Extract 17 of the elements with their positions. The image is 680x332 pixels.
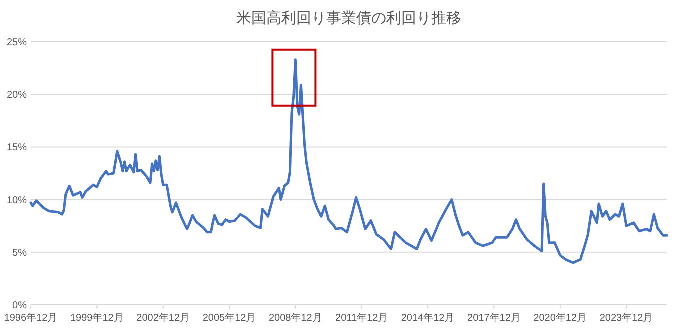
chart-title: 米国高利回り事業債の利回り推移 <box>236 10 462 27</box>
x-tick-label: 2002年12月 <box>136 312 190 324</box>
x-tick-label: 2014年12月 <box>401 312 455 324</box>
x-tick-label: 2023年12月 <box>600 312 654 324</box>
y-tick-label: 0% <box>12 300 28 312</box>
y-tick-label: 10% <box>6 195 28 206</box>
x-tick-label: 1996年12月 <box>4 312 58 324</box>
x-tick-label: 2011年12月 <box>336 312 388 324</box>
x-tick-label: 2008年12月 <box>269 312 322 324</box>
x-tick-label: 2020年12月 <box>534 312 588 324</box>
x-tick-label: 2017年12月 <box>468 312 521 324</box>
y-tick-label: 15% <box>6 142 28 154</box>
y-tick-label: 25% <box>6 38 28 48</box>
y-tick-label: 20% <box>6 90 28 102</box>
x-tick-label: 1999年12月 <box>70 312 124 324</box>
x-tick-label: 2005年12月 <box>202 312 256 324</box>
y-tick-label: 5% <box>12 248 28 259</box>
